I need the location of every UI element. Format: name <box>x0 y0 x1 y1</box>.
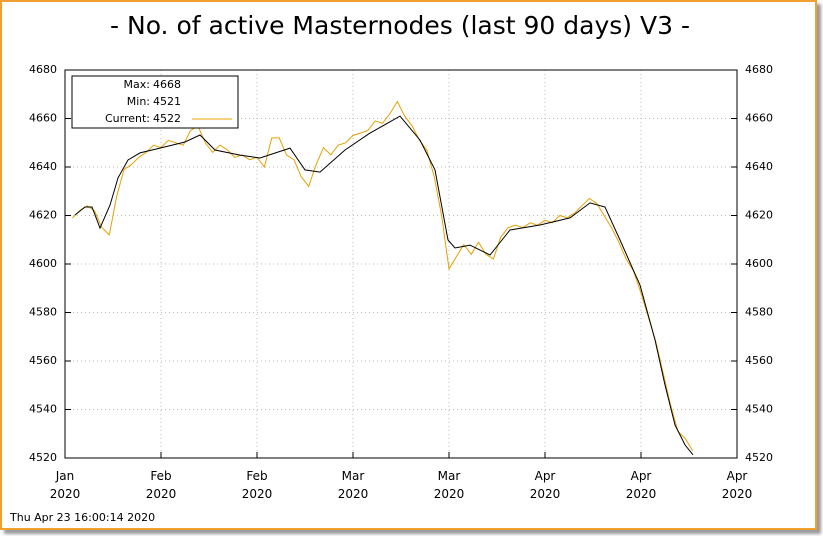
x-tick-label: Apr 2020 <box>625 469 657 501</box>
y-tick-label-right: 4620 <box>745 209 773 222</box>
legend-label: Min: <box>127 95 150 108</box>
y-tick-label: 4680 <box>29 63 57 76</box>
y-tick-label: 4560 <box>29 354 57 367</box>
y-tick-label: 4660 <box>29 112 57 125</box>
y-tick-label: 4580 <box>29 306 57 319</box>
x-tick-label: Feb 2020 <box>241 469 273 501</box>
y-tick-label-right: 4600 <box>745 257 773 270</box>
x-tick-label: Mar 2020 <box>337 469 369 501</box>
y-tick-label-right: 4660 <box>745 112 773 125</box>
y-tick-label-right: 4640 <box>745 160 773 173</box>
legend-label: Max: <box>124 78 150 91</box>
series-line <box>74 115 694 456</box>
chart-title: - No. of active Masternodes (last 90 day… <box>110 11 690 40</box>
y-tick-label: 4620 <box>29 209 57 222</box>
y-tick-label: 4600 <box>29 257 57 270</box>
x-tick-label: Mar 2020 <box>433 469 465 501</box>
y-tick-label-right: 4580 <box>745 306 773 319</box>
x-tick-label: Feb 2020 <box>145 469 177 501</box>
y-tick-label: 4540 <box>29 403 57 416</box>
y-tick-label-right: 4560 <box>745 354 773 367</box>
x-tick-label: Jan 2020 <box>49 469 81 501</box>
x-tick-label: Apr 2020 <box>529 469 561 501</box>
y-tick-label-right: 4680 <box>745 63 773 76</box>
legend-label: Current: <box>105 112 150 125</box>
plot-border <box>64 69 738 459</box>
series-line <box>72 100 694 451</box>
y-tick-label: 4520 <box>29 451 57 464</box>
x-tick-label: Apr 2020 <box>721 469 753 501</box>
y-tick-label-right: 4520 <box>745 451 773 464</box>
legend-value: 4668 <box>153 78 181 91</box>
legend-value: 4521 <box>153 95 181 108</box>
y-tick-label-right: 4540 <box>745 403 773 416</box>
timestamp: Thu Apr 23 16:00:14 2020 <box>9 511 155 524</box>
y-tick-label: 4640 <box>29 160 57 173</box>
legend-value: 4522 <box>153 112 181 125</box>
